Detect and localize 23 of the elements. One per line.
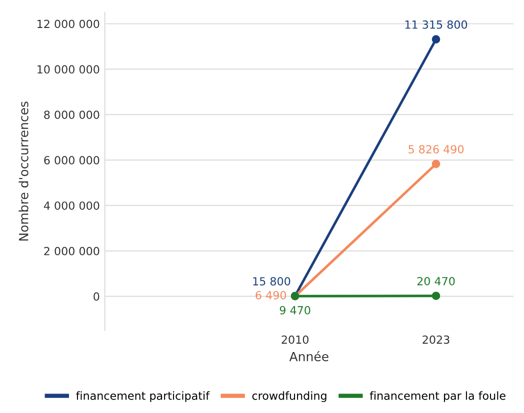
y-axis-title: Nombre d'occurrences (18, 102, 28, 241)
data-label: 6 490 (256, 291, 286, 300)
data-label: 9 470 (280, 306, 310, 314)
legend-label: financement par la foule (370, 391, 506, 402)
data-label: 20 470 (417, 276, 455, 286)
point (432, 160, 440, 168)
data-label: 11 315 800 (405, 20, 468, 29)
data-label: 5 826 490 (408, 145, 464, 154)
y-tick-label: 12 000 000 (38, 20, 100, 28)
y-tick-label: 6 000 000 (44, 156, 100, 164)
y-tick-label: 2 000 000 (44, 246, 100, 256)
point (432, 292, 440, 300)
y-tick-label: 0 (94, 292, 100, 301)
x-tick-label: 2010 (282, 335, 308, 344)
legend-label: crowdfunding (252, 391, 326, 402)
data-label: 15 800 (253, 277, 290, 286)
point (432, 35, 440, 44)
y-tick-label: 8 000 000 (44, 110, 100, 119)
y-tick-label: 4 000 000 (44, 201, 100, 210)
y-tick-label: 10 000 000 (38, 65, 100, 74)
x-tick-label: 2023 (422, 335, 450, 344)
x-axis-title: Année (289, 351, 328, 362)
legend-label: financement participatif (76, 391, 210, 402)
